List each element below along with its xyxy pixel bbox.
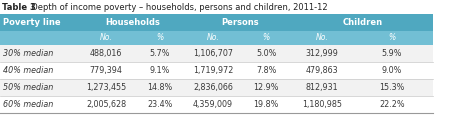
Text: No.: No. [207, 34, 220, 42]
Text: 12.9%: 12.9% [253, 83, 279, 92]
Text: 479,863: 479,863 [306, 66, 338, 75]
Text: 5.9%: 5.9% [382, 49, 402, 58]
Text: Depth of income poverty – households, persons and children, 2011-12: Depth of income poverty – households, pe… [26, 2, 327, 11]
Text: 23.4%: 23.4% [147, 100, 173, 109]
Text: 5.7%: 5.7% [150, 49, 170, 58]
Text: 19.8%: 19.8% [253, 100, 279, 109]
Text: 1,273,455: 1,273,455 [86, 83, 126, 92]
Text: 1,180,985: 1,180,985 [302, 100, 342, 109]
Text: %: % [262, 34, 270, 42]
Text: 60% median: 60% median [3, 100, 53, 109]
Text: 50% median: 50% median [3, 83, 53, 92]
Text: 30% median: 30% median [3, 49, 53, 58]
Text: 15.3%: 15.3% [379, 83, 405, 92]
Bar [0, 45, 433, 62]
Text: 779,394: 779,394 [90, 66, 122, 75]
Bar [0, 14, 433, 31]
Text: 9.1%: 9.1% [150, 66, 170, 75]
Text: 22.2%: 22.2% [379, 100, 405, 109]
Text: 1,106,707: 1,106,707 [193, 49, 233, 58]
Text: Table 3: Table 3 [2, 2, 36, 11]
Text: 7.8%: 7.8% [256, 66, 276, 75]
Text: Households: Households [106, 18, 161, 27]
Text: 40% median: 40% median [3, 66, 53, 75]
Bar [0, 62, 433, 79]
Text: 14.8%: 14.8% [147, 83, 173, 92]
Text: 812,931: 812,931 [306, 83, 338, 92]
Text: 1,719,972: 1,719,972 [193, 66, 233, 75]
Bar [0, 96, 433, 113]
Text: 5.0%: 5.0% [256, 49, 276, 58]
Text: Children: Children [343, 18, 383, 27]
Text: Poverty line: Poverty line [3, 18, 60, 27]
Text: No.: No. [100, 34, 112, 42]
Bar [0, 31, 433, 45]
Bar [0, 79, 433, 96]
Text: 2,005,628: 2,005,628 [86, 100, 126, 109]
Text: Persons: Persons [221, 18, 259, 27]
Text: %: % [156, 34, 164, 42]
Text: 312,999: 312,999 [306, 49, 338, 58]
Text: 9.0%: 9.0% [382, 66, 402, 75]
Text: %: % [388, 34, 396, 42]
Text: 488,016: 488,016 [90, 49, 122, 58]
Text: 4,359,009: 4,359,009 [193, 100, 233, 109]
Text: No.: No. [316, 34, 328, 42]
Text: 2,836,066: 2,836,066 [193, 83, 233, 92]
